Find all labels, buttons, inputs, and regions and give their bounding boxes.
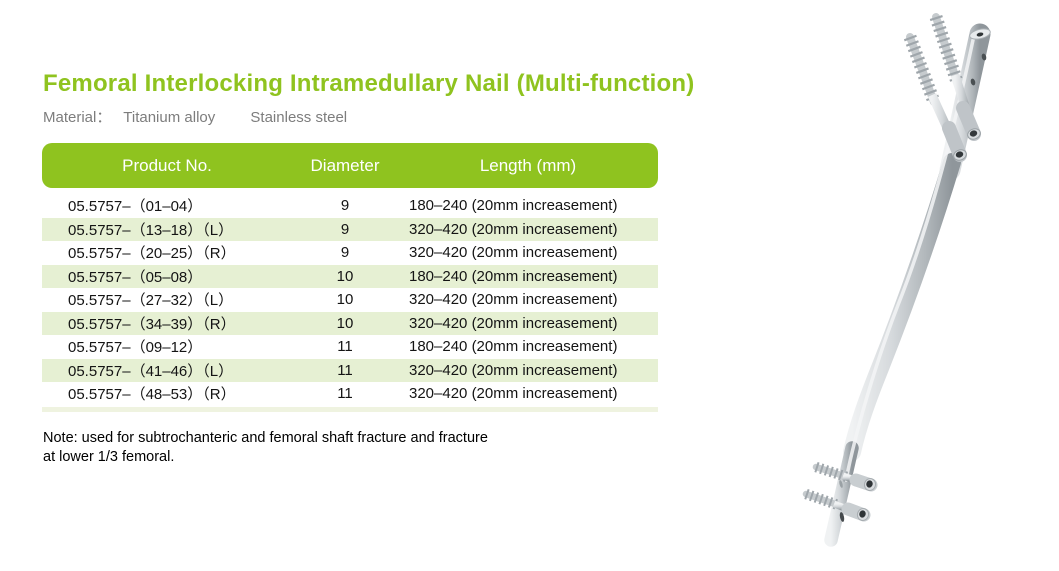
distal-screw (812, 462, 878, 492)
footnote-line-2: at lower 1/3 femoral. (43, 449, 175, 465)
cell-length: 320–420 (20mm increasement) (409, 385, 618, 403)
nail-top-hole (976, 32, 984, 37)
intramedullary-nail-product-image (802, 13, 991, 547)
cell-diameter: 10 (336, 291, 354, 309)
proximal-screw (929, 13, 981, 141)
cell-diameter: 10 (336, 314, 354, 332)
table-row: 05.5757–（13–18）（L） 9 320–420 (20mm incre… (42, 217, 658, 241)
table-row: 05.5757–（48–53）（R） 11 320–420 (20mm incr… (42, 382, 658, 406)
footnote-line-1: Note: used for subtrochanteric and femor… (43, 430, 488, 446)
screw-thread (804, 489, 840, 510)
column-header-diameter: Diameter (310, 155, 380, 175)
proximal-hole (981, 53, 987, 61)
cell-length: 320–420 (20mm increasement) (409, 314, 618, 332)
cell-product-no: 05.5757–（20–25）（R） (68, 245, 236, 263)
cell-product-no: 05.5757–（05–08） (68, 268, 203, 286)
material-label: Material： (43, 109, 112, 126)
cell-diameter: 11 (337, 361, 353, 379)
proximal-screw (903, 33, 967, 162)
distal-screw (802, 489, 871, 522)
table-header: Product No. Diameter Length (mm) (42, 143, 658, 188)
table-row: 05.5757–（41–46）（L） 11 320–420 (20mm incr… (42, 358, 658, 382)
product-spec-table: Product No. Diameter Length (mm) 05.5757… (42, 143, 658, 412)
cell-diameter: 11 (337, 338, 353, 356)
table-row: 05.5757–（34–39）（R） 10 320–420 (20mm incr… (42, 311, 658, 335)
cell-length: 180–240 (20mm increasement) (409, 267, 618, 285)
cell-length: 180–240 (20mm increasement) (409, 338, 618, 356)
table-body: 05.5757–（01–04） 9 180–240 (20mm increase… (42, 194, 658, 406)
cell-length: 320–420 (20mm increasement) (409, 244, 618, 262)
distal-groove (839, 480, 843, 488)
table-bottom-strip (42, 406, 658, 412)
screw-socket (859, 510, 866, 518)
column-header-product-no: Product No. (122, 155, 212, 175)
cell-product-no: 05.5757–（27–32）（L） (68, 292, 234, 310)
cell-diameter: 9 (340, 220, 350, 238)
table-row: 05.5757–（09–12） 11 180–240 (20mm increas… (42, 335, 658, 359)
table-row: 05.5757–（27–32）（L） 10 320–420 (20mm incr… (42, 288, 658, 312)
material-option-titanium: Titanium alloy (123, 109, 216, 126)
distal-hole (839, 512, 845, 522)
cell-product-no: 05.5757–（34–39）（R） (68, 315, 236, 333)
table-row: 05.5757–（05–08） 10 180–240 (20mm increas… (42, 264, 658, 288)
cell-length: 320–420 (20mm increasement) (409, 291, 618, 309)
material-row: Material： Titanium alloy Stainless steel (43, 106, 378, 127)
footnote: Note: used for subtrochanteric and femor… (43, 429, 488, 467)
cell-length: 320–420 (20mm increasement) (409, 361, 618, 379)
screw-socket (866, 480, 873, 488)
column-header-length: Length (mm) (479, 155, 577, 175)
cell-product-no: 05.5757–（41–46）（L） (68, 362, 234, 380)
cell-diameter: 9 (340, 244, 350, 262)
table-row: 05.5757–（20–25）（R） 9 320–420 (20mm incre… (42, 241, 658, 265)
cell-product-no: 05.5757–（48–53）（R） (68, 386, 236, 404)
cell-product-no: 05.5757–（01–04） (68, 198, 203, 216)
cell-length: 320–420 (20mm increasement) (409, 220, 618, 238)
screw-thread (814, 462, 849, 482)
cell-diameter: 9 (340, 197, 350, 215)
page-title: Femoral Interlocking Intramedullary Nail… (43, 70, 695, 97)
proximal-hole (970, 78, 976, 86)
cell-product-no: 05.5757–（13–18）（L） (68, 221, 234, 239)
material-option-stainless: Stainless steel (250, 109, 348, 126)
screw-socket (955, 151, 964, 158)
screw-socket (969, 130, 978, 137)
cell-diameter: 10 (336, 267, 354, 285)
cell-product-no: 05.5757–（09–12） (68, 339, 203, 357)
table-row: 05.5757–（01–04） 9 180–240 (20mm increase… (42, 194, 658, 218)
cell-diameter: 11 (337, 385, 353, 403)
cell-length: 180–240 (20mm increasement) (409, 197, 618, 215)
